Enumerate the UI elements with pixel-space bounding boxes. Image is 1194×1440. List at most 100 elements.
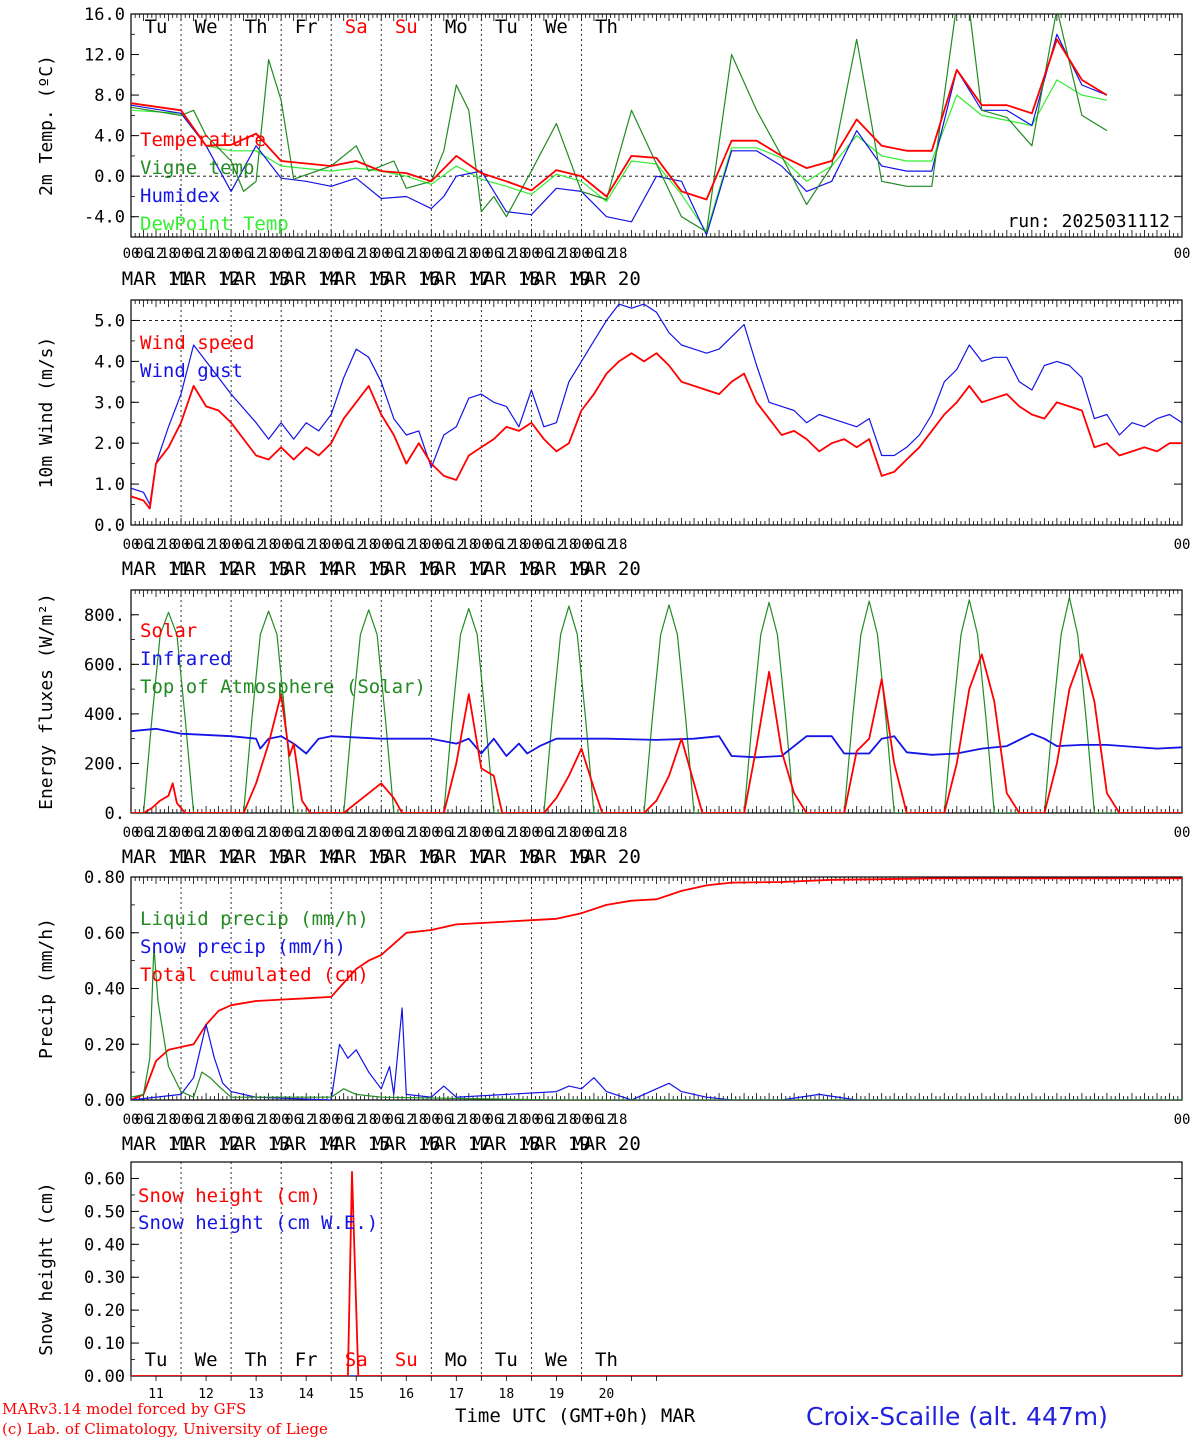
- x-axis-title: Time UTC (GMT+0h) MAR: [455, 1405, 696, 1427]
- series-line-snow-height-cm: [131, 1171, 1182, 1376]
- hour-tick-label: 06: [586, 537, 603, 553]
- legend-entry: Liquid precip (mm/h): [140, 908, 369, 930]
- date-label: MAR 11: [122, 268, 191, 290]
- hour-tick-label: 12: [448, 246, 465, 262]
- y-tick-label: 4.0: [94, 352, 125, 372]
- date-label: MAR 16: [372, 558, 441, 580]
- series-line-vigne-temp: [131, 14, 1108, 233]
- legend-entry: Wind gust: [140, 360, 243, 382]
- hour-tick-label: 00: [173, 246, 190, 262]
- date-label: MAR 11: [122, 1133, 191, 1155]
- hour-tick-label: 12: [198, 1112, 215, 1128]
- series-line-wind-gust: [131, 303, 1182, 506]
- legend-entry: Snow height (cm): [138, 1185, 321, 1207]
- y-tick-label: 0.00: [84, 1091, 125, 1111]
- y-tick-label: 0.40: [84, 980, 125, 1000]
- hour-tick-label: 12: [248, 825, 265, 841]
- day-number-label: 11: [148, 1387, 164, 1402]
- hour-tick-label: 12: [348, 246, 365, 262]
- date-label: MAR 17: [422, 846, 491, 868]
- run-label: run: 2025031112: [1007, 211, 1170, 232]
- y-tick-label: 0.40: [84, 1235, 125, 1255]
- hour-tick-label: 06: [535, 825, 552, 841]
- hour-tick-label: 06: [235, 825, 252, 841]
- plot-frame: [130, 13, 1183, 238]
- hour-tick-label: 06: [335, 537, 352, 553]
- hour-tick-label: 12: [398, 825, 415, 841]
- hour-tick-label: 06: [435, 825, 452, 841]
- hour-tick-label: 12: [298, 825, 315, 841]
- hour-tick-label: 06: [435, 246, 452, 262]
- day-number-label: 19: [549, 1387, 565, 1402]
- hour-tick-label: 12: [148, 825, 165, 841]
- legend-entry: DewPoint Temp: [140, 213, 289, 235]
- hour-tick-label: 18: [611, 1112, 628, 1128]
- hour-tick-label: 18: [310, 825, 327, 841]
- weekday-label: Tu: [145, 16, 168, 38]
- hour-tick-label: 12: [248, 537, 265, 553]
- hour-tick-label: 18: [460, 246, 477, 262]
- hour-tick-label: 18: [310, 246, 327, 262]
- hour-tick-label: 18: [210, 246, 227, 262]
- hour-tick-label: 06: [586, 1112, 603, 1128]
- y-axis-title: 2m Temp. (ºC): [36, 55, 57, 196]
- y-tick-label: 600.: [84, 655, 125, 675]
- hour-tick-label: 00: [1174, 825, 1191, 841]
- day-number-label: 17: [448, 1387, 464, 1402]
- y-axis-title: Energy fluxes (W/m²): [36, 593, 57, 810]
- hour-tick-label: 12: [398, 246, 415, 262]
- weekday-label: We: [195, 16, 218, 38]
- plot-frame: [130, 299, 1183, 526]
- series-line-snow-precip-mm-h: [131, 1007, 1182, 1100]
- hour-tick-label: 18: [611, 825, 628, 841]
- hour-tick-label: 06: [385, 537, 402, 553]
- series-line-total-cumulated-cm: [131, 877, 1182, 1100]
- hour-tick-label: 00: [173, 825, 190, 841]
- y-tick-label: 12.0: [84, 46, 125, 66]
- hour-tick-label: 00: [473, 825, 490, 841]
- hour-tick-label: 18: [510, 246, 527, 262]
- legend-entry: Top of Atmosphere (Solar): [140, 676, 426, 698]
- series-group: [131, 1171, 1182, 1376]
- date-label: MAR 15: [322, 846, 391, 868]
- day-number-label: 12: [198, 1387, 214, 1402]
- hour-tick-label: 12: [498, 537, 515, 553]
- hour-tick-label: 00: [273, 537, 290, 553]
- hour-tick-label: 00: [1174, 1112, 1191, 1128]
- hour-tick-label: 06: [586, 825, 603, 841]
- weekday-label: Th: [595, 1349, 618, 1371]
- panel-snow: 0.00 0.10 0.20 0.30 0.40 0.50 0.60 Snow height …: [36, 1161, 1183, 1402]
- date-label: MAR 12: [172, 558, 241, 580]
- hour-tick-label: 00: [573, 1112, 590, 1128]
- hour-tick-label: 00: [523, 246, 540, 262]
- hour-tick-label: 00: [273, 1112, 290, 1128]
- legend-entry: Wind speed: [140, 332, 254, 354]
- date-label: MAR 19: [522, 1133, 591, 1155]
- y-tick-label: -4.0: [84, 208, 125, 228]
- weekday-label: Th: [595, 16, 618, 38]
- hour-tick-label: 00: [373, 1112, 390, 1128]
- hour-tick-label: 12: [298, 1112, 315, 1128]
- hour-tick-label: 18: [460, 1112, 477, 1128]
- hour-tick-label: 06: [235, 537, 252, 553]
- date-label: MAR 17: [422, 268, 491, 290]
- weekday-label: We: [195, 1349, 218, 1371]
- legend-entry: Temperature: [140, 129, 266, 151]
- hour-tick-label: 06: [485, 537, 502, 553]
- date-label: MAR 14: [272, 558, 341, 580]
- hour-tick-label: 18: [260, 537, 277, 553]
- hour-tick-label: 18: [560, 1112, 577, 1128]
- hour-tick-label: 00: [523, 537, 540, 553]
- legend-entry: Total cumulated (cm): [140, 964, 369, 986]
- y-tick-label: 4.0: [94, 127, 125, 147]
- model-credit: MARv3.14 model forced by GFS: [2, 1400, 247, 1418]
- date-label: MAR 15: [322, 268, 391, 290]
- hour-tick-label: 12: [198, 246, 215, 262]
- hour-tick-label: 18: [611, 246, 628, 262]
- hour-tick-label: 00: [123, 825, 140, 841]
- hour-tick-label: 12: [348, 1112, 365, 1128]
- hour-tick-label: 12: [148, 246, 165, 262]
- legend-entry: Infrared: [140, 648, 232, 670]
- date-label: MAR 18: [472, 846, 541, 868]
